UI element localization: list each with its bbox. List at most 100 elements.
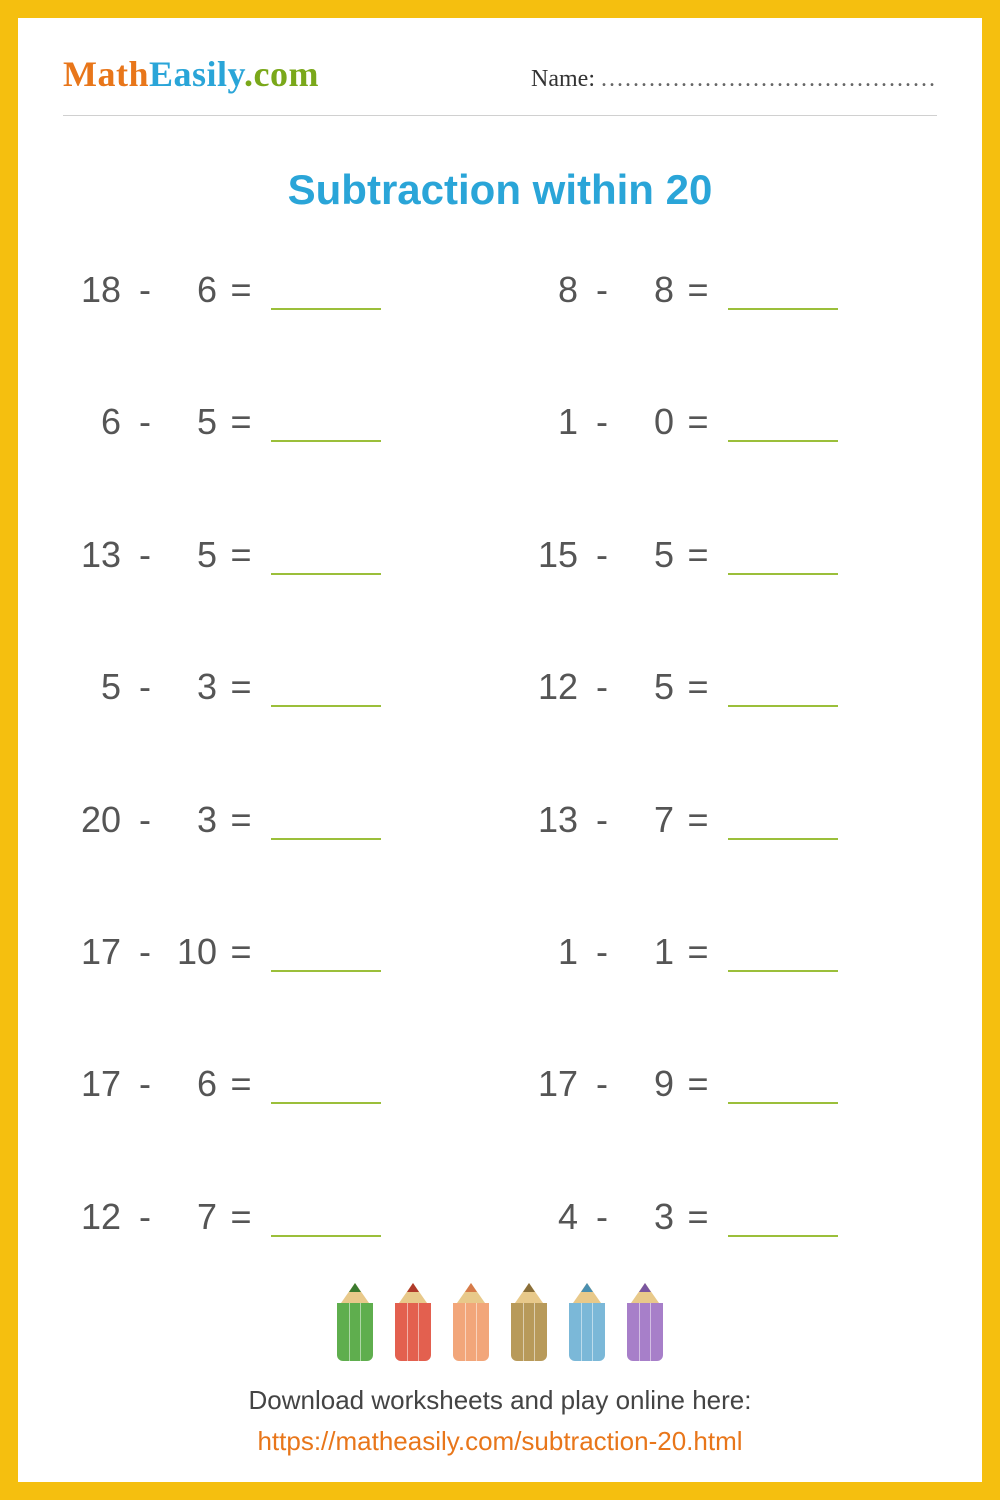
- operand-b: 6: [169, 269, 217, 311]
- operand-b: 8: [626, 269, 674, 311]
- problem-right-5: 1-1=: [530, 931, 927, 988]
- operand-a: 8: [530, 269, 578, 311]
- pencil-icon: [449, 1283, 493, 1361]
- answer-blank[interactable]: [271, 838, 381, 840]
- answer-blank[interactable]: [271, 705, 381, 707]
- answer-blank[interactable]: [728, 705, 838, 707]
- operand-b: 3: [169, 666, 217, 708]
- operand-a: 13: [530, 799, 578, 841]
- answer-blank[interactable]: [728, 1102, 838, 1104]
- problem-left-7: 12-7=: [73, 1196, 470, 1253]
- answer-blank[interactable]: [271, 1102, 381, 1104]
- name-blank-line[interactable]: ........................................…: [601, 66, 937, 92]
- name-label: Name:: [531, 66, 595, 92]
- minus-sign: -: [121, 534, 169, 576]
- equals-sign: =: [674, 401, 722, 443]
- equals-sign: =: [674, 534, 722, 576]
- answer-blank[interactable]: [728, 970, 838, 972]
- minus-sign: -: [578, 666, 626, 708]
- answer-blank[interactable]: [728, 1235, 838, 1237]
- problem-right-3: 12-5=: [530, 666, 927, 723]
- answer-blank[interactable]: [728, 838, 838, 840]
- minus-sign: -: [121, 1196, 169, 1238]
- problem-left-0: 18-6=: [73, 269, 470, 326]
- answer-blank[interactable]: [271, 573, 381, 575]
- logo-part-2: Easily: [149, 54, 244, 94]
- answer-blank[interactable]: [271, 440, 381, 442]
- site-logo: MathEasily.com: [63, 53, 319, 95]
- pencil-icon: [565, 1283, 609, 1361]
- answer-blank[interactable]: [728, 308, 838, 310]
- operand-a: 17: [73, 931, 121, 973]
- operand-b: 9: [626, 1063, 674, 1105]
- pencil-icon: [507, 1283, 551, 1361]
- minus-sign: -: [578, 931, 626, 973]
- problem-right-0: 8-8=: [530, 269, 927, 326]
- worksheet-frame: MathEasily.com Name: ...................…: [0, 0, 1000, 1500]
- operand-a: 1: [530, 931, 578, 973]
- operand-b: 5: [169, 401, 217, 443]
- minus-sign: -: [121, 799, 169, 841]
- pencil-icon: [333, 1283, 377, 1361]
- operand-b: 7: [626, 799, 674, 841]
- answer-blank[interactable]: [271, 308, 381, 310]
- operand-b: 5: [626, 534, 674, 576]
- header: MathEasily.com Name: ...................…: [63, 53, 937, 116]
- minus-sign: -: [121, 1063, 169, 1105]
- operand-b: 0: [626, 401, 674, 443]
- pencil-icon: [391, 1283, 435, 1361]
- operand-b: 5: [169, 534, 217, 576]
- operand-b: 10: [169, 931, 217, 973]
- operand-a: 15: [530, 534, 578, 576]
- equals-sign: =: [217, 931, 265, 973]
- problem-left-1: 6-5=: [73, 401, 470, 458]
- operand-a: 1: [530, 401, 578, 443]
- footer-text: Download worksheets and play online here…: [63, 1385, 937, 1416]
- operand-a: 12: [73, 1196, 121, 1238]
- operand-a: 17: [530, 1063, 578, 1105]
- operand-b: 5: [626, 666, 674, 708]
- answer-blank[interactable]: [271, 1235, 381, 1237]
- pencils-row: [63, 1283, 937, 1361]
- operand-a: 12: [530, 666, 578, 708]
- minus-sign: -: [121, 666, 169, 708]
- worksheet-title: Subtraction within 20: [63, 166, 937, 214]
- answer-blank[interactable]: [728, 573, 838, 575]
- pencil-icon: [623, 1283, 667, 1361]
- minus-sign: -: [578, 401, 626, 443]
- problem-left-3: 5-3=: [73, 666, 470, 723]
- answer-blank[interactable]: [271, 970, 381, 972]
- minus-sign: -: [121, 401, 169, 443]
- answer-blank[interactable]: [728, 440, 838, 442]
- problem-right-6: 17-9=: [530, 1063, 927, 1120]
- operand-a: 5: [73, 666, 121, 708]
- equals-sign: =: [674, 666, 722, 708]
- operand-b: 3: [169, 799, 217, 841]
- equals-sign: =: [217, 1063, 265, 1105]
- problem-left-5: 17-10=: [73, 931, 470, 988]
- footer-link: https://matheasily.com/subtraction-20.ht…: [63, 1426, 937, 1457]
- minus-sign: -: [121, 269, 169, 311]
- operand-a: 4: [530, 1196, 578, 1238]
- equals-sign: =: [217, 666, 265, 708]
- operand-a: 18: [73, 269, 121, 311]
- problem-right-7: 4-3=: [530, 1196, 927, 1253]
- minus-sign: -: [578, 1196, 626, 1238]
- operand-b: 1: [626, 931, 674, 973]
- equals-sign: =: [674, 931, 722, 973]
- operand-a: 13: [73, 534, 121, 576]
- equals-sign: =: [217, 269, 265, 311]
- equals-sign: =: [217, 1196, 265, 1238]
- footer: Download worksheets and play online here…: [63, 1283, 937, 1457]
- equals-sign: =: [217, 401, 265, 443]
- operand-a: 20: [73, 799, 121, 841]
- problem-left-6: 17-6=: [73, 1063, 470, 1120]
- minus-sign: -: [578, 1063, 626, 1105]
- minus-sign: -: [578, 269, 626, 311]
- logo-part-1: Math: [63, 54, 149, 94]
- equals-sign: =: [674, 269, 722, 311]
- operand-b: 6: [169, 1063, 217, 1105]
- name-field: Name: ..................................…: [531, 66, 937, 93]
- equals-sign: =: [217, 534, 265, 576]
- operand-a: 6: [73, 401, 121, 443]
